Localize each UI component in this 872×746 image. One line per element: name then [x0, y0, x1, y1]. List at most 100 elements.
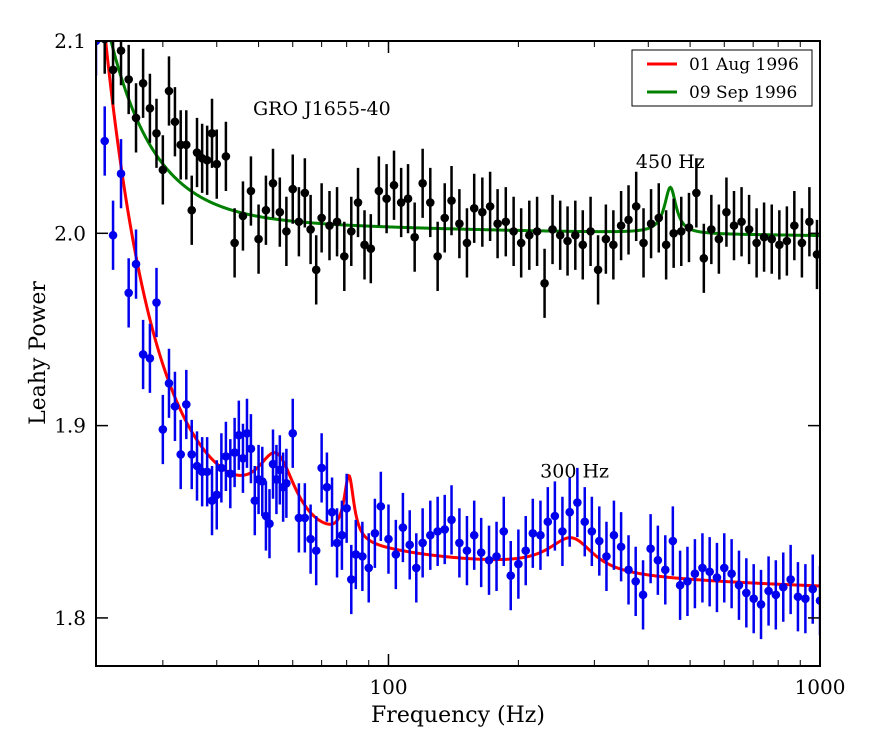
aug-data-point [322, 482, 332, 492]
aug-data-point [506, 571, 516, 580]
sep-data-point [374, 186, 384, 196]
aug-data-point [447, 515, 456, 525]
sep-data-point [346, 227, 356, 236]
sep-data-point [684, 223, 694, 232]
aug-data-point [212, 490, 222, 500]
sep-data-point [447, 196, 456, 205]
aug-data-point [668, 536, 678, 546]
aug-data-point [202, 467, 212, 477]
sep-data-point [729, 221, 739, 230]
aug-data-point [808, 584, 818, 594]
aug-data-point [351, 550, 361, 559]
aug-data-point [476, 548, 486, 557]
aug-data-point [342, 504, 351, 513]
sep-data-point [433, 252, 442, 261]
sep-data-point [353, 198, 363, 207]
sep-data-point [425, 198, 435, 207]
sep-data-point [501, 217, 511, 227]
sep-data-point [661, 240, 671, 250]
peak-annotation: 300 Hz [540, 461, 609, 483]
aug-data-point [300, 513, 310, 523]
aug-data-point [425, 530, 435, 540]
sep-data-point [275, 207, 285, 217]
legend-label-sep: 09 Sep 1996 [689, 83, 797, 103]
sep-data-point [586, 227, 595, 236]
aug-data-point [398, 523, 408, 532]
legend: 01 Aug 1996 09 Sep 1996 [631, 49, 813, 107]
aug-data-point [257, 477, 267, 486]
aug-data-point [727, 569, 736, 578]
aug-data-point [337, 530, 347, 540]
sep-data-point [254, 234, 263, 244]
aug-data-point [719, 563, 729, 573]
sep-data-point [744, 225, 754, 234]
sep-data-point [775, 240, 784, 250]
sep-data-point [469, 204, 479, 213]
sep-data-point [493, 219, 502, 228]
aug-data-point [364, 563, 374, 573]
plot-frame [95, 40, 821, 667]
aug-data-point [261, 511, 271, 521]
aug-data-point [455, 538, 464, 548]
aug-data-point [646, 544, 655, 553]
aug-data-point [514, 559, 523, 569]
x-axis-label: Frequency (Hz) [371, 703, 545, 728]
peak-annotation: 450 Hz [636, 151, 705, 173]
sep-data-point [571, 230, 580, 240]
aug-data-point [230, 448, 239, 457]
sep-data-point [403, 194, 413, 203]
y-tick-label: 1.9 [54, 414, 86, 438]
aug-data-point [786, 575, 795, 584]
sep-data-point [360, 240, 369, 250]
sep-data-point [805, 217, 814, 227]
aug-data-point [246, 444, 256, 453]
aug-data-point [793, 592, 803, 602]
aug-data-point [250, 496, 260, 505]
aug-data-point [675, 580, 685, 590]
aug-data-point [96, 41, 101, 46]
aug-data-point [778, 582, 788, 592]
aug-data-point [370, 529, 380, 538]
aug-data-point [712, 573, 722, 582]
aug-data-point [124, 288, 133, 298]
sep-data-point [202, 155, 212, 165]
aug-data-point [217, 463, 226, 473]
sep-data-point [108, 65, 118, 75]
sep-data-point [282, 227, 291, 236]
aug-data-point [164, 379, 174, 388]
aug-data-point [528, 529, 538, 538]
sep-data-point [737, 217, 746, 227]
sep-data-point [714, 234, 724, 244]
aug-data-point [346, 575, 356, 584]
sep-model-curve [109, 41, 820, 238]
aug-data-point [182, 400, 191, 409]
aug-data-point [698, 563, 707, 573]
sep-data-point [516, 238, 526, 248]
source-annotation: GRO J1655-40 [253, 98, 391, 120]
aug-data-point [742, 588, 751, 598]
sep-data-point [396, 198, 406, 207]
aug-data-point [550, 511, 560, 521]
sep-data-point [418, 179, 427, 188]
sep-data-point [340, 252, 349, 261]
sep-data-point [207, 129, 217, 138]
aug-data-point [131, 259, 141, 269]
aug-data-point [294, 513, 304, 523]
aug-data-point [815, 596, 820, 605]
aug-data-point [238, 454, 248, 463]
aug-data-point [288, 429, 298, 438]
sep-data-point [164, 86, 174, 96]
sep-data-point [116, 46, 126, 55]
sep-data-point [797, 238, 807, 248]
aug-data-point [492, 552, 501, 561]
aug-data-point [565, 507, 574, 517]
aug-data-point [108, 230, 118, 240]
sep-data-point [462, 238, 472, 248]
y-axis-label: Leahy Power [26, 281, 51, 425]
aug-data-point [358, 552, 367, 561]
sep-data-point [631, 202, 641, 211]
aug-data-point [282, 479, 291, 488]
aug-data-point [145, 354, 155, 363]
aug-data-point [543, 517, 553, 527]
y-tick-label: 2.1 [54, 29, 86, 53]
